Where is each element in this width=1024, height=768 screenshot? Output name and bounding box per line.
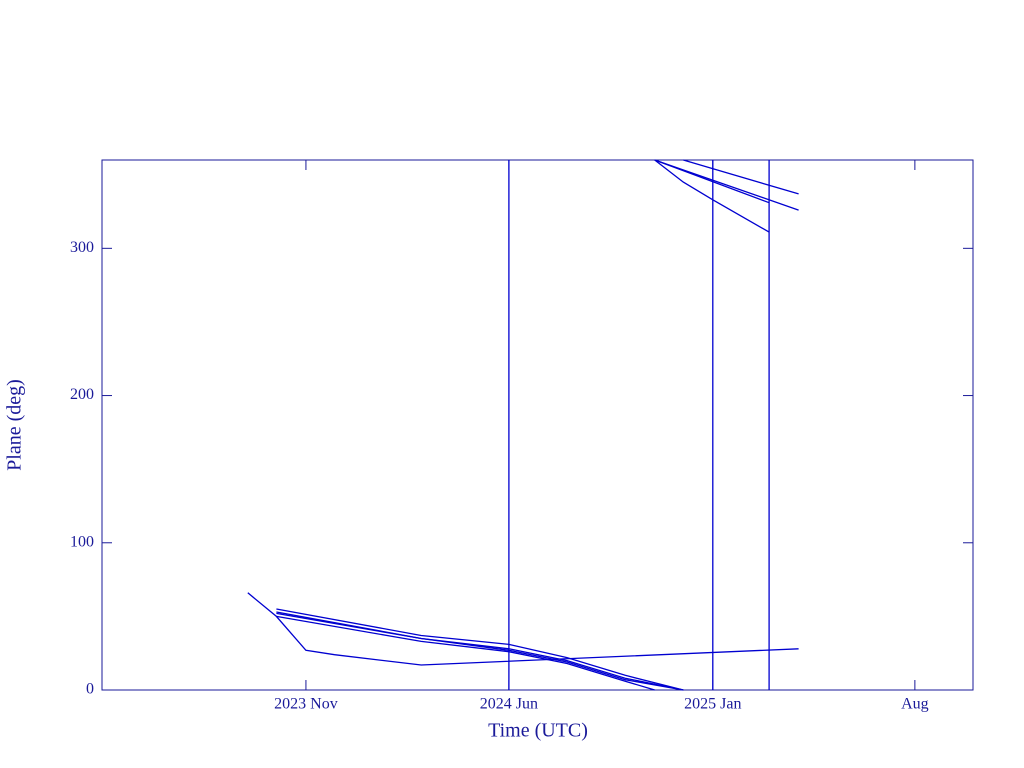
x-tick-label: 2023 Nov — [274, 696, 338, 713]
series-line — [276, 159, 770, 691]
x-tick-label: 2025 Jan — [684, 696, 741, 713]
y-axis-label: Plane (deg) — [4, 379, 26, 471]
series-line — [276, 159, 799, 691]
y-tick-label: 0 — [86, 681, 94, 698]
x-axis-label: Time (UTC) — [488, 720, 588, 742]
y-tick-label: 300 — [70, 239, 94, 256]
x-tick-label: 2024 Jun — [480, 696, 538, 713]
series-line — [276, 159, 799, 691]
series-line — [247, 592, 799, 666]
x-tick-label: Aug — [901, 696, 929, 713]
y-tick-label: 200 — [70, 386, 94, 403]
series-line — [276, 159, 770, 691]
plot-frame — [101, 159, 974, 691]
y-tick-label: 100 — [70, 533, 94, 550]
